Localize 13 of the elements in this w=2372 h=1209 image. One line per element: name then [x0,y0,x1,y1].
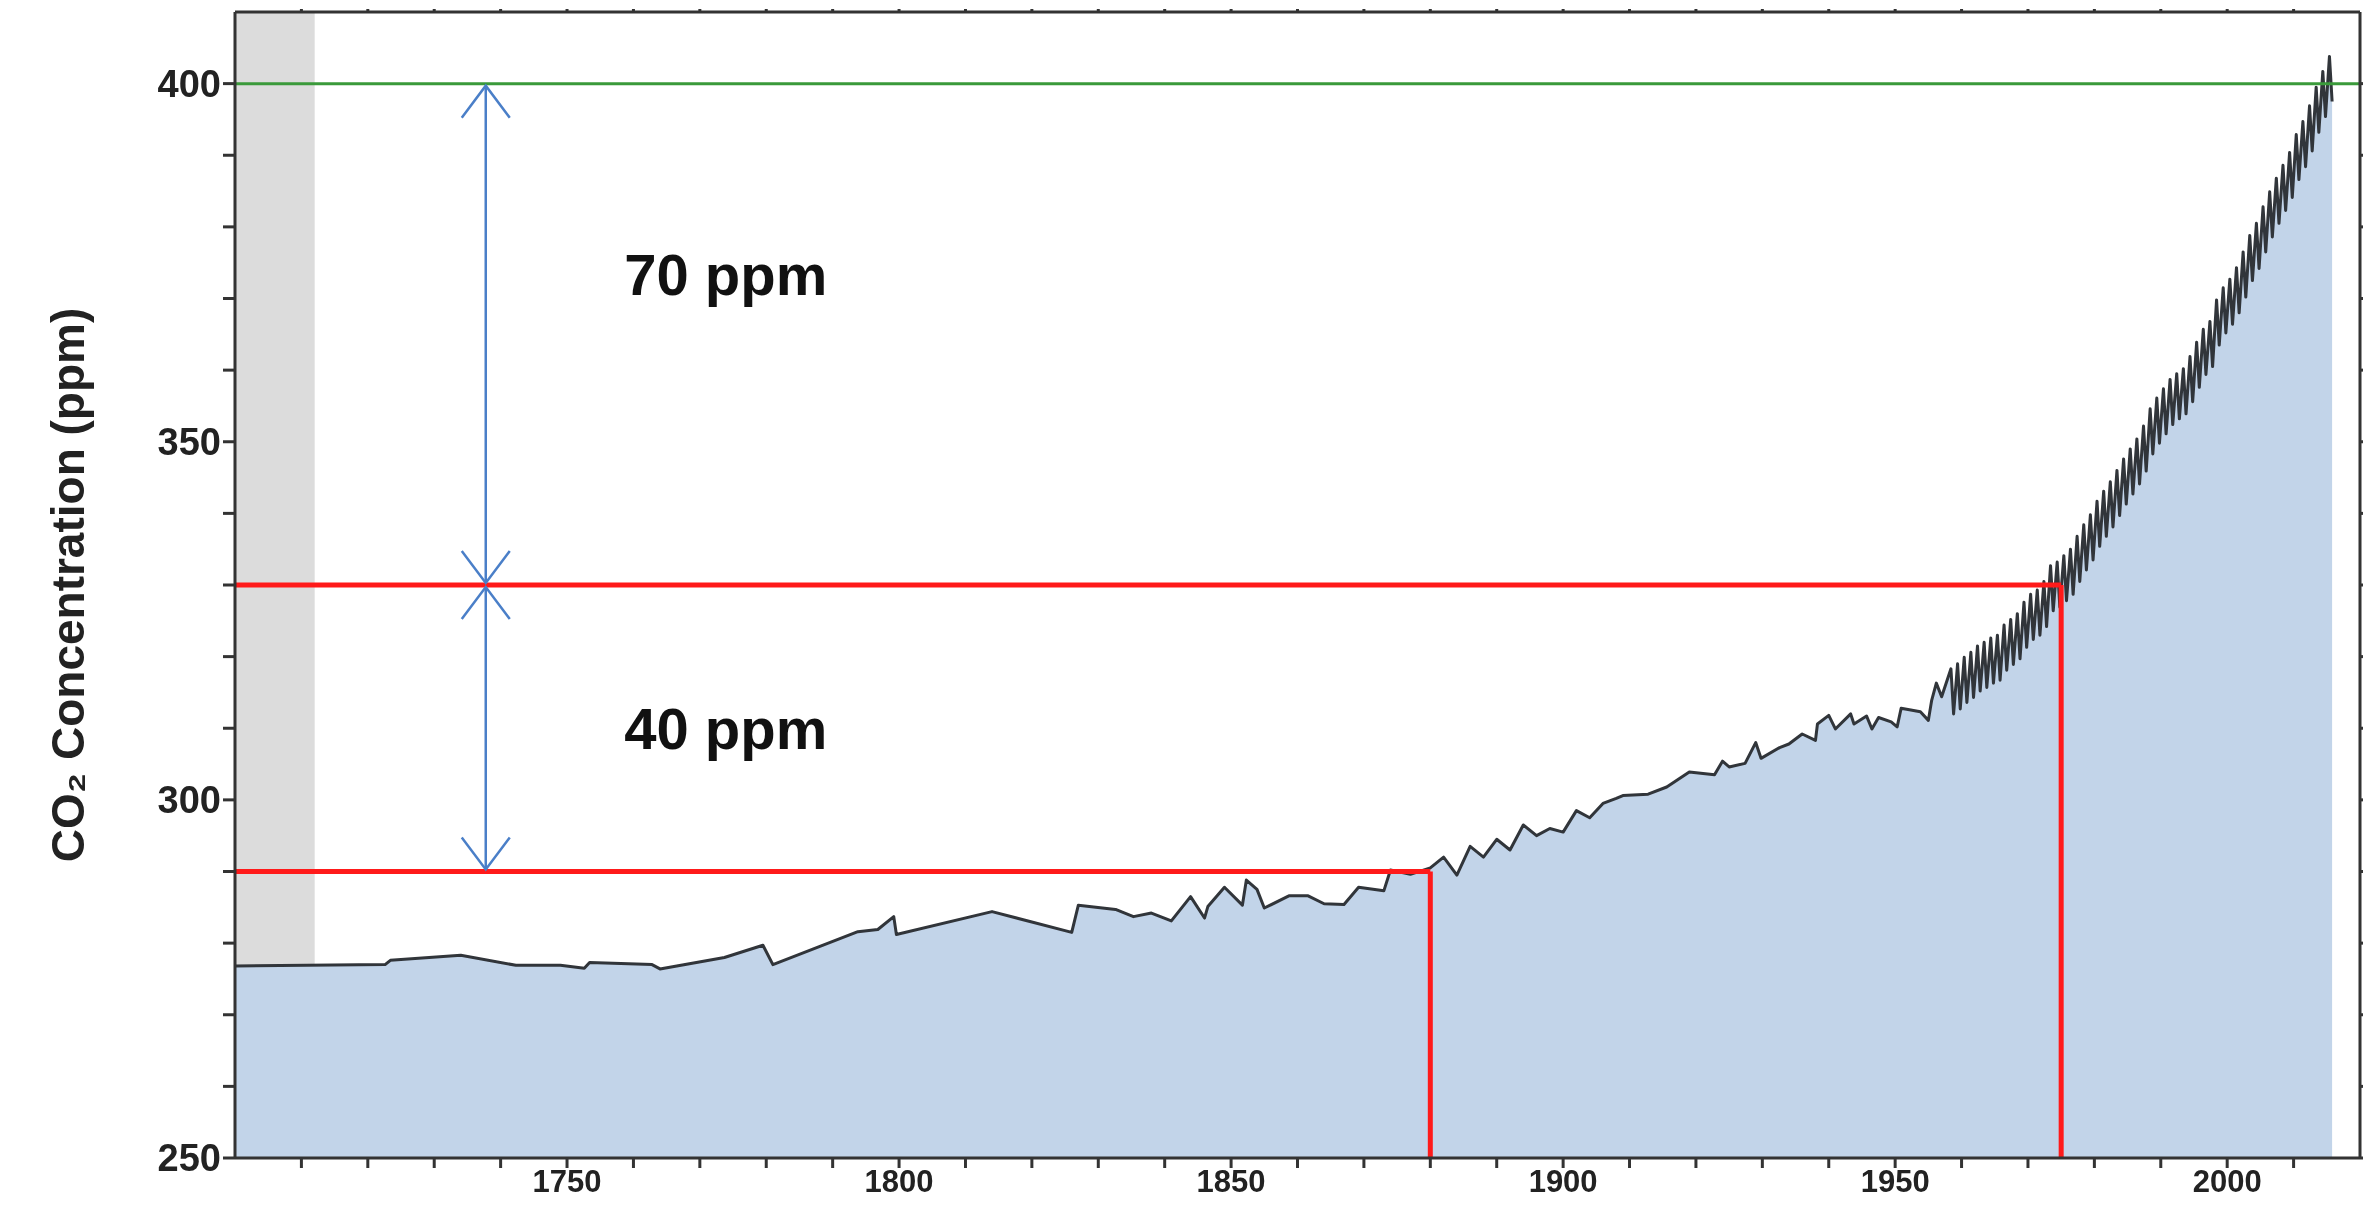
y-tick-label: 250 [157,1137,221,1180]
annotation: 70 ppm [624,241,828,307]
y-tick-label: 300 [157,779,221,822]
x-tick-label: 2000 [2192,1164,2262,1200]
y-axis-title: CO₂ Concentration (ppm) [42,307,94,863]
x-tick-label: 1950 [1860,1164,1930,1200]
y-tick-label: 350 [157,421,221,464]
x-tick-label: 1800 [864,1164,934,1200]
x-tick-label: 1900 [1528,1164,1598,1200]
annotation: 40 ppm [624,695,828,761]
x-tick-label: 1750 [532,1164,602,1200]
x-tick-label: 1850 [1196,1164,1266,1200]
y-tick-label: 400 [157,63,221,106]
